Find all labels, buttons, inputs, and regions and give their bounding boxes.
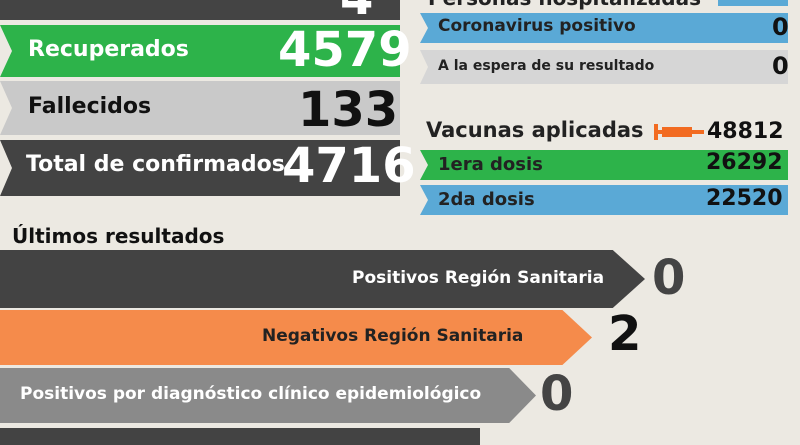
label: A la espera de su resultado — [438, 58, 655, 74]
value: 22520 — [706, 186, 783, 211]
label: Fallecidos — [28, 94, 152, 119]
value: 0 — [540, 366, 574, 422]
label: Positivos Región Sanitaria — [352, 268, 605, 288]
label: Recuperados — [28, 37, 189, 62]
syringe-icon — [654, 124, 704, 140]
label: Total de confirmados — [26, 152, 285, 177]
orange-arrow — [0, 310, 592, 365]
label: Coronavirus positivo — [438, 16, 636, 36]
vaccines-title: Vacunas aplicadas — [426, 118, 644, 142]
gray-row — [420, 50, 788, 84]
blue-row — [420, 13, 788, 43]
results-title: Últimos resultados — [12, 224, 225, 248]
value: 4716 — [282, 138, 416, 194]
green-row — [0, 25, 400, 77]
value: 0 — [772, 13, 789, 41]
blue-row — [420, 185, 788, 215]
value: 26292 — [706, 150, 783, 175]
dark-arrow — [0, 250, 645, 308]
gray-arrow — [0, 368, 536, 423]
dark-arrow — [0, 428, 480, 445]
label: 1era dosis — [438, 154, 543, 175]
label: Negativos Región Sanitaria — [262, 326, 524, 346]
top-value: 4 — [340, 0, 373, 26]
dark-row — [0, 140, 400, 196]
value: 2 — [608, 306, 642, 362]
header-band — [718, 0, 788, 6]
green-row — [420, 150, 788, 180]
value: 0 — [652, 250, 686, 306]
value: 0 — [772, 52, 789, 80]
label: 2da dosis — [438, 189, 535, 210]
hospital-title: Personas hospitalizadas — [428, 0, 701, 10]
vaccines-total: 48812 — [707, 119, 784, 144]
value: 4579 — [278, 22, 412, 78]
top-row — [0, 0, 400, 20]
gray-row — [0, 81, 400, 135]
label: Positivos por diagnóstico clínico epidem… — [20, 384, 482, 404]
value: 133 — [298, 82, 399, 138]
